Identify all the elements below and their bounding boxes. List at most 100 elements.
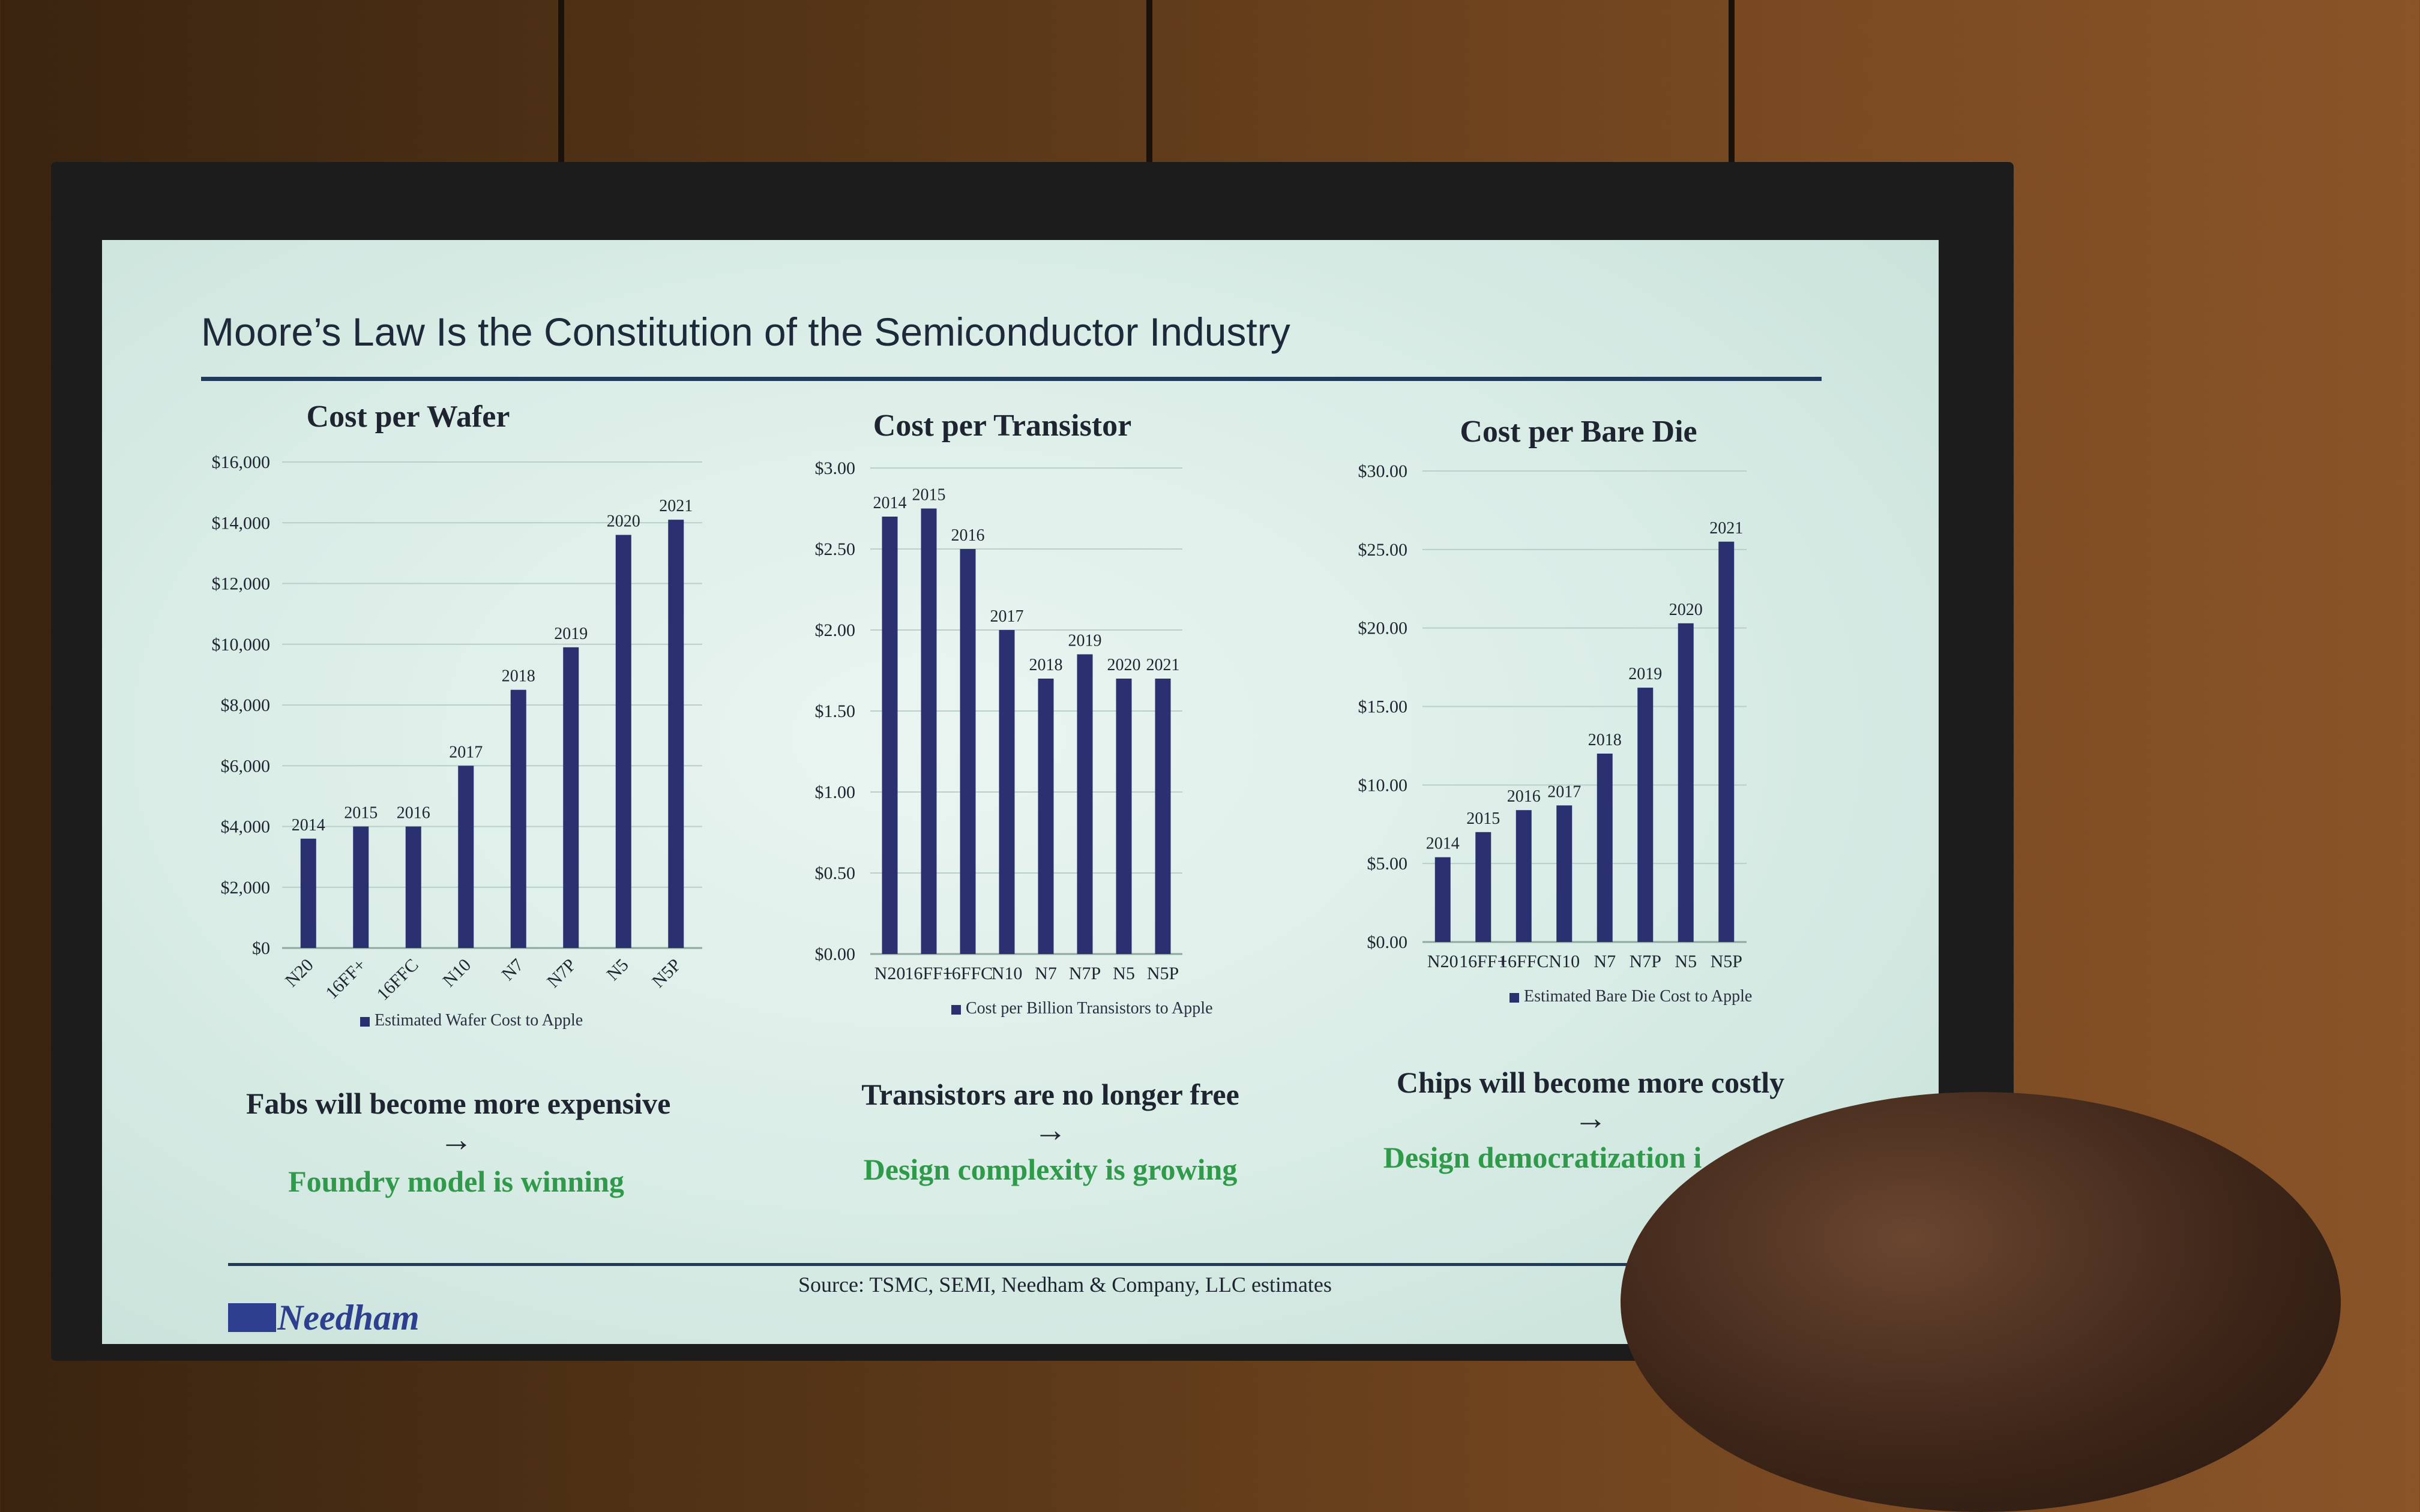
bar bbox=[615, 535, 631, 948]
y-tick-label: $2.50 bbox=[815, 539, 856, 559]
bar-data-label: 2014 bbox=[873, 494, 907, 512]
x-tick-label: N7 bbox=[1594, 952, 1616, 971]
bar bbox=[510, 689, 526, 948]
bar bbox=[1637, 688, 1654, 942]
y-tick-label: $4,000 bbox=[221, 817, 271, 837]
bar-data-label: 2019 bbox=[554, 625, 588, 643]
y-tick-label: $1.00 bbox=[815, 782, 856, 802]
wafer-cost-chart: $0 $2,000 $4,000 $6,000 $8,000 $10,000 $12,000… bbox=[212, 452, 1747, 1004]
bar-data-label: 2018 bbox=[1029, 656, 1063, 674]
x-tick-label: N5P bbox=[1147, 964, 1179, 983]
x-tick-label: 16FF+ bbox=[904, 964, 953, 983]
bar-data-label: 2021 bbox=[659, 497, 693, 515]
x-tick-label: 16FF+ bbox=[1459, 952, 1507, 971]
bar-data-label: 2014 bbox=[1426, 835, 1460, 853]
bar-data-label: 2021 bbox=[1146, 656, 1180, 674]
wall-seam bbox=[1146, 0, 1152, 198]
logo-text: Needham bbox=[277, 1297, 420, 1337]
legend-label: Estimated Wafer Cost to Apple bbox=[375, 1011, 583, 1030]
bar bbox=[921, 508, 937, 954]
bar-data-label: 2016 bbox=[951, 526, 985, 545]
bar-data-label: 2015 bbox=[1466, 809, 1500, 828]
bar bbox=[563, 647, 579, 948]
arrow-icon: → bbox=[1034, 1112, 1067, 1149]
y-tick-label: $5.00 bbox=[1367, 854, 1408, 874]
x-tick-label: N5 bbox=[603, 955, 632, 985]
x-tick-label: N5P bbox=[1711, 952, 1742, 971]
y-tick-label: $10.00 bbox=[1358, 775, 1408, 795]
bar bbox=[1077, 654, 1093, 954]
bar bbox=[1038, 679, 1054, 954]
y-tick-label: $14,000 bbox=[212, 513, 271, 533]
y-tick-label: $2.00 bbox=[815, 620, 856, 640]
bar-data-label: 2020 bbox=[607, 512, 640, 531]
legend-swatch bbox=[360, 1016, 370, 1027]
y-tick-label: $0.50 bbox=[815, 863, 856, 883]
x-tick-label: N7P bbox=[543, 955, 580, 992]
bar-data-label: 2017 bbox=[990, 607, 1024, 626]
bar bbox=[1155, 679, 1171, 954]
bar bbox=[1475, 832, 1491, 942]
bar-data-label: 2016 bbox=[1507, 787, 1541, 806]
arrow-icon: → bbox=[1574, 1100, 1607, 1137]
y-tick-label: $25.00 bbox=[1358, 540, 1408, 560]
bar-data-label: 2019 bbox=[1068, 632, 1102, 650]
x-tick-label: N20 bbox=[874, 964, 906, 983]
bar-data-label: 2020 bbox=[1107, 656, 1141, 674]
y-tick-label: $6,000 bbox=[221, 756, 271, 776]
footer-rule bbox=[228, 1263, 1765, 1266]
bar-data-label: 2016 bbox=[397, 804, 430, 823]
bar bbox=[458, 766, 474, 948]
takeaway-conclusion-3: Design democratization i bbox=[1383, 1141, 1702, 1174]
y-tick-label: $15.00 bbox=[1358, 697, 1408, 717]
bar bbox=[300, 838, 316, 948]
bar bbox=[882, 517, 898, 954]
bar-data-label: 2017 bbox=[449, 743, 483, 761]
y-tick-label: $16,000 bbox=[212, 452, 271, 472]
bar-data-label: 2020 bbox=[1669, 601, 1703, 619]
x-tick-label: N10 bbox=[1549, 952, 1580, 971]
bar bbox=[1434, 857, 1451, 942]
bar bbox=[960, 549, 976, 954]
bar bbox=[999, 630, 1015, 954]
bar-data-label: 2015 bbox=[912, 486, 946, 505]
legend-swatch bbox=[951, 1004, 961, 1015]
x-tick-label: N7P bbox=[1630, 952, 1661, 971]
title-underline bbox=[201, 377, 1822, 381]
bar bbox=[1556, 805, 1573, 942]
presentation-slide: Moore’s Law Is the Constitution of the S… bbox=[102, 240, 1939, 1344]
legend-die: Estimated Bare Die Cost to Apple bbox=[1509, 987, 1752, 1006]
y-tick-label: $0.00 bbox=[815, 944, 856, 964]
bar bbox=[1516, 810, 1532, 942]
y-tick-label: $2,000 bbox=[221, 878, 271, 898]
wall-seam bbox=[1729, 0, 1735, 198]
bar-data-label: 2021 bbox=[1709, 519, 1743, 538]
bar bbox=[1116, 679, 1132, 954]
chart-title-die: Cost per Bare Die bbox=[1460, 415, 1697, 449]
y-tick-label: $20.00 bbox=[1358, 619, 1408, 638]
bar-data-label: 2019 bbox=[1628, 665, 1662, 683]
chart-title-wafer: Cost per Wafer bbox=[306, 400, 510, 434]
bar bbox=[668, 520, 684, 948]
bar bbox=[1678, 623, 1694, 942]
legend-transistor: Cost per Billion Transistors to Apple bbox=[951, 999, 1213, 1018]
takeaway-statement-2: Transistors are no longer free bbox=[861, 1078, 1239, 1111]
x-tick-label: N5 bbox=[1675, 952, 1697, 971]
takeaway-conclusion-2: Design complexity is growing bbox=[863, 1153, 1238, 1186]
needham-logo: Needham bbox=[228, 1297, 420, 1337]
legend-label: Estimated Bare Die Cost to Apple bbox=[1524, 987, 1753, 1006]
logo-mark bbox=[228, 1303, 276, 1332]
x-tick-label: N5P bbox=[648, 955, 685, 992]
takeaway-statement-3: Chips will become more costly bbox=[1396, 1066, 1785, 1099]
arrow-icon: → bbox=[439, 1121, 473, 1159]
audience-head bbox=[1621, 1092, 2341, 1512]
x-tick-label: N5 bbox=[1113, 964, 1135, 983]
x-tick-label: 16FFC bbox=[373, 955, 422, 1004]
bar bbox=[1718, 541, 1735, 942]
x-tick-label: N7 bbox=[1035, 964, 1057, 983]
source-note: Source: TSMC, SEMI, Needham & Company, L… bbox=[798, 1273, 1332, 1297]
y-tick-label: $3.00 bbox=[815, 458, 856, 478]
bar-data-label: 2015 bbox=[344, 804, 378, 823]
y-tick-label: $1.50 bbox=[815, 701, 856, 721]
bar-data-label: 2014 bbox=[292, 816, 325, 835]
